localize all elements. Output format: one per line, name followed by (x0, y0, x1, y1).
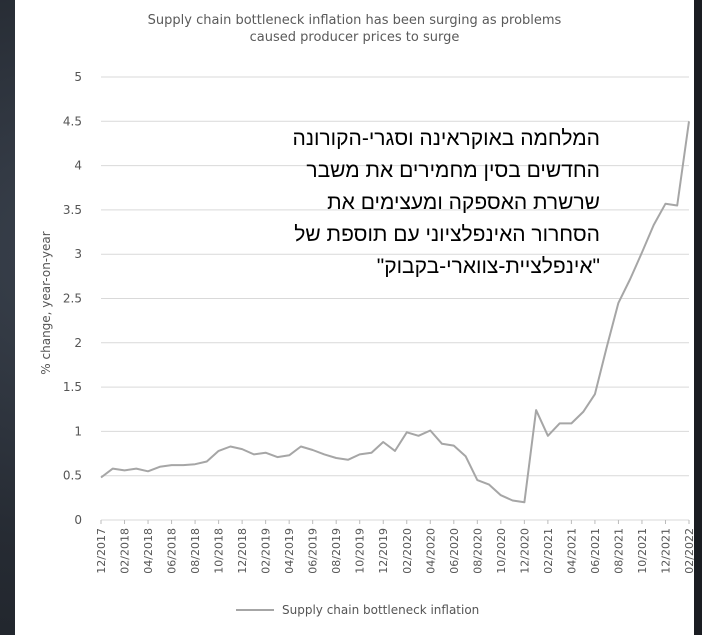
x-tick-label: 02/2020 (401, 528, 414, 574)
x-tick-label: 10/2020 (495, 528, 508, 574)
edge-shadow (694, 0, 702, 635)
x-tick-label: 02/2019 (260, 528, 273, 574)
x-tick-label: 12/2020 (518, 528, 531, 574)
y-tick-label: 5 (74, 70, 82, 84)
y-tick-label: 0.5 (63, 469, 82, 483)
y-axis-ticks: 0 0.5 1 1.5 2 2.5 3 3.5 4 4.5 5 (63, 70, 82, 527)
chart-title-line-2: caused producer prices to surge (249, 30, 460, 45)
x-tick-label: 10/2019 (354, 528, 367, 574)
y-tick-label: 2 (74, 336, 82, 350)
x-tick-label: 12/2021 (659, 528, 672, 574)
annotation-line-1: המלחמה באוקראינה וסגרי-הקורונה (292, 127, 600, 150)
x-tick-label: 12/2017 (95, 528, 108, 574)
x-tick-label: 08/2021 (612, 528, 625, 574)
x-tick-label: 04/2020 (424, 528, 437, 574)
x-tick-label: 10/2021 (636, 528, 649, 574)
y-axis-label: % change, year-on-year (39, 231, 53, 374)
x-tick-label: 04/2018 (142, 528, 155, 574)
legend: Supply chain bottleneck inflation (236, 603, 479, 617)
x-tick-label: 06/2019 (307, 528, 320, 574)
annotation-line-4: הסחרור האינפלציוני עם תוספת של (294, 223, 600, 246)
y-tick-label: 1.5 (63, 380, 82, 394)
x-tick-label: 10/2018 (213, 528, 226, 574)
annotation-line-3: שרשרת האספקה ומעצימים את (327, 191, 600, 214)
gridlines (101, 76, 689, 521)
x-tick-label: 12/2019 (377, 528, 390, 574)
y-tick-label: 4.5 (63, 114, 82, 128)
x-tick-label: 08/2020 (471, 528, 484, 574)
annotation-line-5: "אינפלציית-צווארי-בקבוק" (376, 255, 600, 278)
y-tick-label: 2.5 (63, 292, 82, 306)
y-tick-label: 3.5 (63, 203, 82, 217)
x-tick-label: 06/2021 (589, 528, 602, 574)
x-tick-label: 02/2022 (683, 528, 696, 574)
x-tick-label: 06/2018 (166, 528, 179, 574)
y-tick-label: 3 (74, 247, 82, 261)
x-tick-label: 12/2018 (236, 528, 249, 574)
x-tick-label: 02/2021 (542, 528, 555, 574)
y-tick-label: 4 (74, 159, 82, 173)
x-axis-ticks: 12/2017 02/2018 04/2018 06/2018 08/2018 10/20… (95, 520, 696, 574)
y-tick-label: 0 (74, 513, 82, 527)
x-tick-label: 04/2021 (565, 528, 578, 574)
chart-card (15, 0, 694, 635)
series-line-supply-chain-bottleneck-inflation (100, 121, 690, 504)
hebrew-annotation: המלחמה באוקראינה וסגרי-הקורונה החדשים בס… (130, 123, 600, 283)
chart-title-line-1: Supply chain bottleneck inflation has be… (147, 13, 562, 28)
x-tick-label: 04/2019 (283, 528, 296, 574)
legend-label: Supply chain bottleneck inflation (282, 603, 479, 617)
annotation-line-2: החדשים בסין מחמירים את משבר (306, 159, 600, 182)
x-tick-label: 08/2019 (330, 528, 343, 574)
x-tick-label: 02/2018 (119, 528, 132, 574)
x-tick-label: 08/2018 (189, 528, 202, 574)
x-tick-label: 06/2020 (448, 528, 461, 574)
y-tick-label: 1 (74, 424, 82, 438)
